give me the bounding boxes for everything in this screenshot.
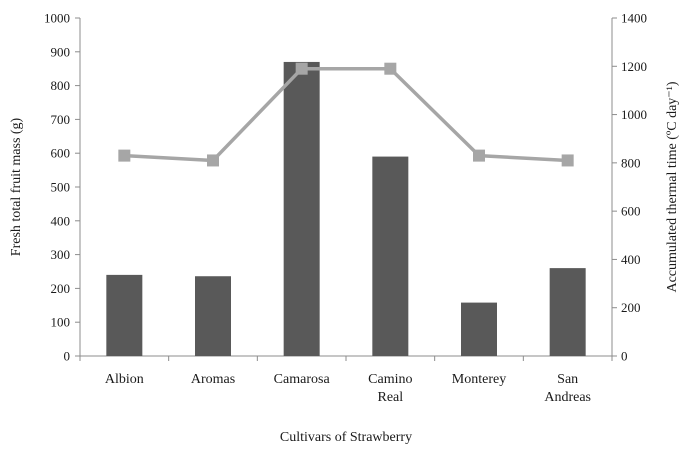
line-point [384, 62, 397, 75]
x-tick-label: Camino [368, 372, 412, 387]
y2-tick-label: 800 [621, 155, 641, 170]
y-tick-label: 700 [51, 112, 71, 127]
x-tick-label: Monterey [452, 372, 506, 387]
bar [106, 274, 143, 356]
line-point [118, 149, 131, 162]
x-axis-title: Cultivars of Strawberry [280, 430, 412, 445]
line-point [473, 149, 485, 162]
x-tick-labels: Albion Aromas Camarosa Camino Real Monterey Sa… [79, 356, 613, 405]
y2-tick-label: 400 [621, 252, 641, 267]
y2-tick-label: 1400 [621, 11, 647, 26]
x-tick-label: San [557, 372, 578, 387]
y-tick-label: 300 [51, 247, 71, 262]
y2-tick-label: 1200 [621, 59, 647, 74]
x-tick-label: Albion [105, 372, 144, 387]
line-point [295, 62, 308, 75]
x-tick-label: Andreas [544, 390, 591, 405]
y-tick-label: 0 [64, 349, 71, 364]
y2-ticks: 0 200 400 600 800 1000 1200 1400 [612, 11, 647, 364]
y2-tick-label: 600 [621, 204, 641, 219]
y2-tick-label: 1000 [621, 107, 647, 122]
y2-tick-label: 0 [621, 349, 628, 364]
y-tick-label: 200 [51, 281, 71, 296]
y2-axis-title: Accumulated thermal time (ºC day⁻¹) [665, 81, 680, 292]
bar [461, 302, 497, 356]
line-point [561, 154, 574, 167]
x-tick-label: Aromas [191, 372, 235, 387]
y-tick-label: 100 [51, 315, 71, 330]
y-tick-label: 600 [51, 146, 71, 161]
y-ticks: 0 100 200 300 400 500 600 700 800 900 1000 [44, 11, 80, 364]
y-tick-label: 800 [51, 78, 71, 93]
x-tick-label: Camarosa [274, 372, 331, 387]
y-tick-label: 500 [51, 180, 71, 195]
y-tick-label: 400 [51, 213, 71, 228]
line-point [207, 154, 219, 167]
x-tick-label: Real [378, 390, 404, 405]
bar [283, 61, 320, 356]
bar [372, 156, 409, 356]
y-tick-label: 1000 [44, 11, 70, 26]
bar-series [106, 61, 586, 356]
bar [549, 268, 586, 356]
bar [195, 276, 231, 356]
y-axis-title: Fresh total fruit mass (g) [9, 117, 24, 256]
series-line [124, 66, 568, 163]
y2-tick-label: 200 [621, 300, 641, 315]
y-tick-label: 900 [51, 44, 71, 59]
line-series [118, 62, 574, 167]
